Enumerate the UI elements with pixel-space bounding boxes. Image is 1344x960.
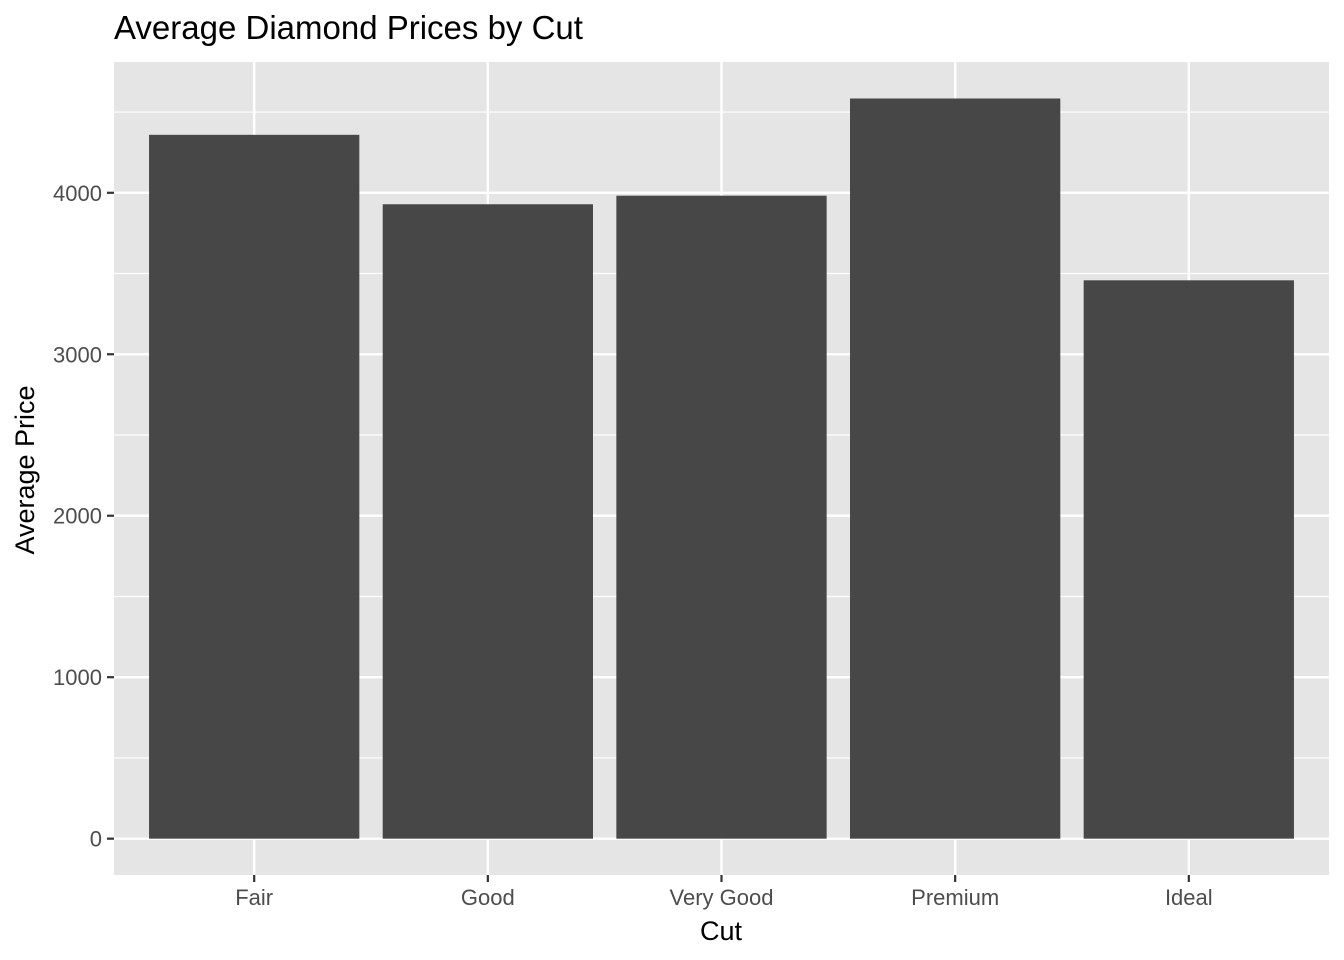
x-axis: Fair Good Very Good Premium Ideal bbox=[235, 875, 1213, 910]
y-tick-label: 4000 bbox=[53, 181, 102, 206]
chart-title: Average Diamond Prices by Cut bbox=[114, 9, 583, 46]
bar-good bbox=[382, 204, 593, 839]
y-tick-label: 2000 bbox=[53, 504, 102, 529]
bar-premium bbox=[850, 98, 1061, 839]
x-tick-label: Good bbox=[461, 885, 515, 910]
x-tick-label: Ideal bbox=[1165, 885, 1213, 910]
y-axis: 0 1000 2000 3000 4000 bbox=[53, 181, 114, 852]
bar-ideal bbox=[1083, 280, 1294, 839]
x-tick-label: Fair bbox=[235, 885, 273, 910]
bar-very-good bbox=[616, 195, 827, 839]
x-axis-title: Cut bbox=[700, 916, 743, 946]
bar-fair bbox=[149, 134, 360, 839]
x-tick-label: Premium bbox=[911, 885, 999, 910]
y-axis-title: Average Price bbox=[10, 385, 40, 554]
y-tick-label: 3000 bbox=[53, 342, 102, 367]
y-tick-label: 0 bbox=[90, 827, 102, 852]
y-tick-label: 1000 bbox=[53, 665, 102, 690]
bars bbox=[149, 98, 1294, 839]
x-tick-label: Very Good bbox=[670, 885, 774, 910]
